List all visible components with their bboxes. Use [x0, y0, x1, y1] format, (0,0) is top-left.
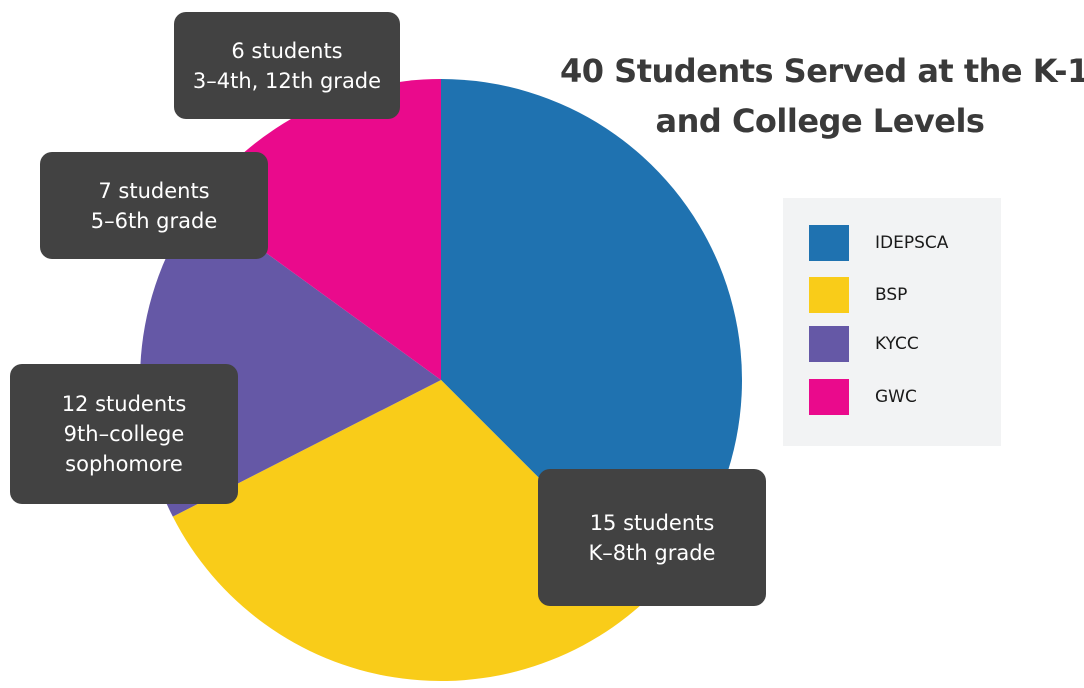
callout-idepsca-count: 15 students	[589, 510, 715, 535]
callout-idepsca: 15 students K–8th grade	[538, 469, 766, 606]
legend: IDEPSCA BSP KYCC GWC	[783, 198, 1001, 446]
callout-kycc: 7 students 5–6th grade	[40, 152, 268, 259]
callout-gwc-count: 6 students	[231, 38, 343, 63]
legend-label-kycc: KYCC	[875, 334, 919, 354]
callout-bsp-grades-2: sophomore	[65, 452, 183, 476]
callout-kycc-count: 7 students	[98, 178, 210, 203]
pie-slice-idepsca	[441, 79, 743, 593]
pie-slice-bsp	[172, 380, 654, 681]
legend-label-idepsca: IDEPSCA	[875, 233, 949, 253]
callout-gwc: 6 students 3–4th, 12th grade	[174, 12, 400, 119]
legend-swatch-kycc	[809, 326, 849, 362]
legend-label-bsp: BSP	[875, 285, 908, 305]
legend-swatch-idepsca	[809, 225, 849, 261]
callout-kycc-grades: 5–6th grade	[90, 208, 218, 233]
callout-bsp-count: 12 students	[61, 392, 187, 416]
legend-swatch-bsp	[809, 277, 849, 313]
callout-gwc-grades: 3–4th, 12th grade	[192, 68, 382, 93]
chart-title: 40 Students Served at the K-12 and Colle…	[560, 46, 1084, 146]
chart-title-line-2: and College Levels	[655, 102, 985, 140]
legend-label-gwc: GWC	[875, 387, 917, 407]
callout-idepsca-grades: K–8th grade	[588, 540, 716, 565]
legend-swatch-gwc	[809, 379, 849, 415]
callout-bsp-grades-1: 9th–college	[63, 422, 185, 446]
chart-title-line-1: 40 Students Served at the K-12	[560, 52, 1084, 90]
callout-bsp: 12 students 9th–college sophomore	[10, 364, 238, 504]
